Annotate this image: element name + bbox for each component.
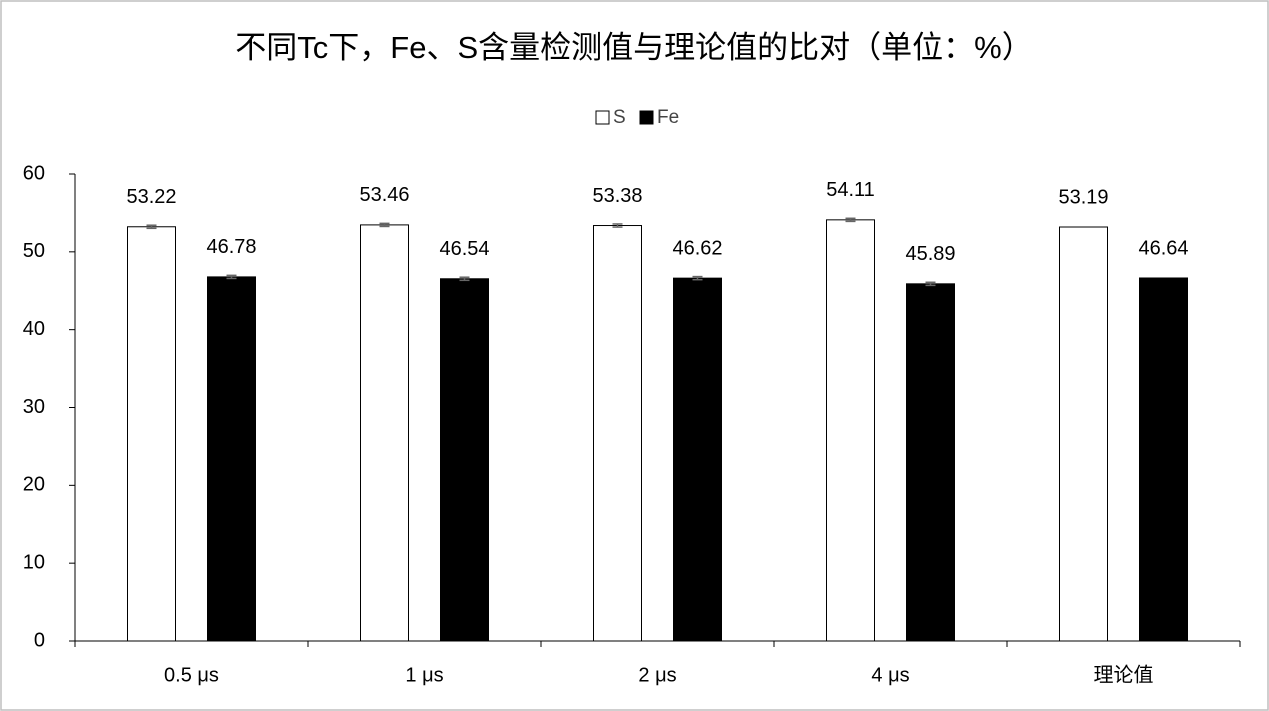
bar [1059, 226, 1108, 642]
y-tick-label: 30 [23, 396, 45, 418]
value-label: 46.64 [1138, 237, 1188, 259]
error-bar [612, 223, 623, 228]
legend-swatch [595, 110, 610, 125]
bar [593, 225, 642, 642]
y-tick-label: 0 [34, 629, 45, 651]
legend-label: S [613, 107, 626, 128]
y-tick-label: 20 [23, 474, 45, 496]
y-tick-label: 50 [23, 240, 45, 262]
bar [207, 276, 256, 642]
y-tick-label: 10 [23, 551, 45, 573]
error-bar [379, 222, 390, 228]
value-label: 54.11 [826, 179, 875, 201]
bar [127, 226, 176, 642]
error-bar [845, 217, 856, 223]
x-tick-label: 1 μs [405, 664, 443, 686]
value-label: 53.38 [592, 185, 642, 207]
bar [826, 219, 875, 642]
bar [440, 278, 489, 642]
x-tick-label: 0.5 μs [164, 664, 219, 686]
value-label: 46.62 [672, 237, 722, 259]
x-tick-label: 理论值 [1094, 663, 1154, 686]
chart-title: 不同Tc下，Fe、S含量检测值与理论值的比对（单位：%） [235, 30, 1032, 65]
legend-swatch [639, 110, 654, 125]
error-bar [146, 224, 157, 230]
value-label: 46.78 [206, 236, 256, 258]
value-label: 53.22 [126, 186, 176, 208]
bar [906, 283, 955, 642]
error-bar [692, 275, 703, 281]
bar [360, 224, 409, 642]
value-label: 53.19 [1058, 186, 1108, 208]
value-label: 45.89 [905, 243, 955, 265]
error-bar [226, 274, 237, 280]
error-bar [925, 281, 936, 287]
y-tick-label: 40 [23, 318, 45, 340]
value-label: 53.46 [359, 184, 409, 206]
x-tick-label: 4 μs [871, 664, 909, 686]
bar [673, 277, 722, 642]
error-bar [459, 276, 470, 282]
y-tick-label: 60 [23, 162, 45, 184]
value-label: 46.54 [439, 238, 489, 260]
x-tick-label: 2 μs [638, 664, 676, 686]
bar [1139, 277, 1188, 642]
legend-label: Fe [657, 107, 679, 128]
